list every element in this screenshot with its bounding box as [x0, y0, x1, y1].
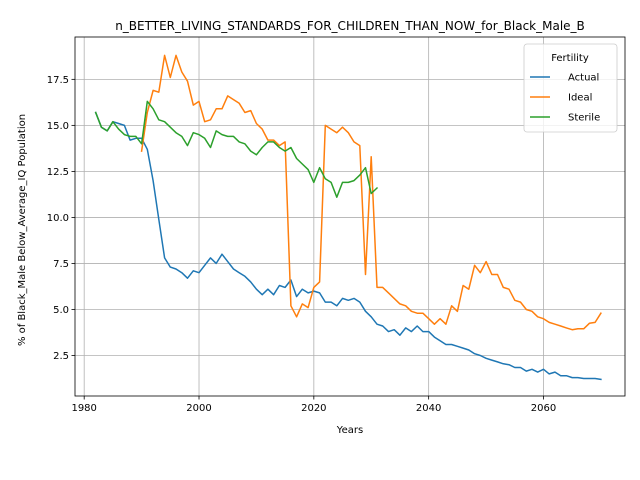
- y-tick-label: 5.0: [53, 305, 69, 316]
- series-line-actual: [94, 111, 602, 381]
- series-line-sterile: [94, 100, 379, 198]
- plot-frame: [74, 36, 626, 397]
- x-tick-label: 2000: [186, 403, 211, 414]
- chart-title: n_BETTER_LIVING_STANDARDS_FOR_CHILDREN_T…: [115, 19, 585, 33]
- legend-frame: [523, 43, 618, 133]
- x-tick-label: 1980: [71, 403, 96, 414]
- legend-label-actual: Actual: [568, 73, 599, 84]
- axis-ticks: 1980 2000 2020 2040 2060 2.5 5.0 7.5 10.0 12.5 15.…: [47, 75, 556, 414]
- x-tick-label: 2060: [531, 403, 556, 414]
- x-tick-label: 2040: [416, 403, 441, 414]
- legend-label-ideal: Ideal: [568, 93, 592, 104]
- x-axis-label: Years: [336, 425, 363, 436]
- y-tick-label: 15.0: [47, 121, 69, 132]
- y-tick-label: 17.5: [47, 75, 69, 86]
- y-tick-label: 10.0: [47, 213, 69, 224]
- series-lines: [94, 54, 602, 381]
- y-axis-label: % of Black_Male Below_Average_IQ Populat…: [17, 114, 28, 346]
- y-tick-label: 2.5: [53, 351, 69, 362]
- legend-title: Fertility: [551, 53, 589, 64]
- legend-label-sterile: Sterile: [568, 113, 600, 124]
- legend: Fertility Actual Ideal Sterile: [523, 43, 618, 133]
- series-line-ideal: [140, 54, 602, 331]
- legend-entries: Actual Ideal Sterile: [530, 73, 600, 124]
- y-tick-label: 7.5: [53, 259, 69, 270]
- x-tick-label: 2020: [301, 403, 326, 414]
- y-tick-label: 12.5: [47, 167, 69, 178]
